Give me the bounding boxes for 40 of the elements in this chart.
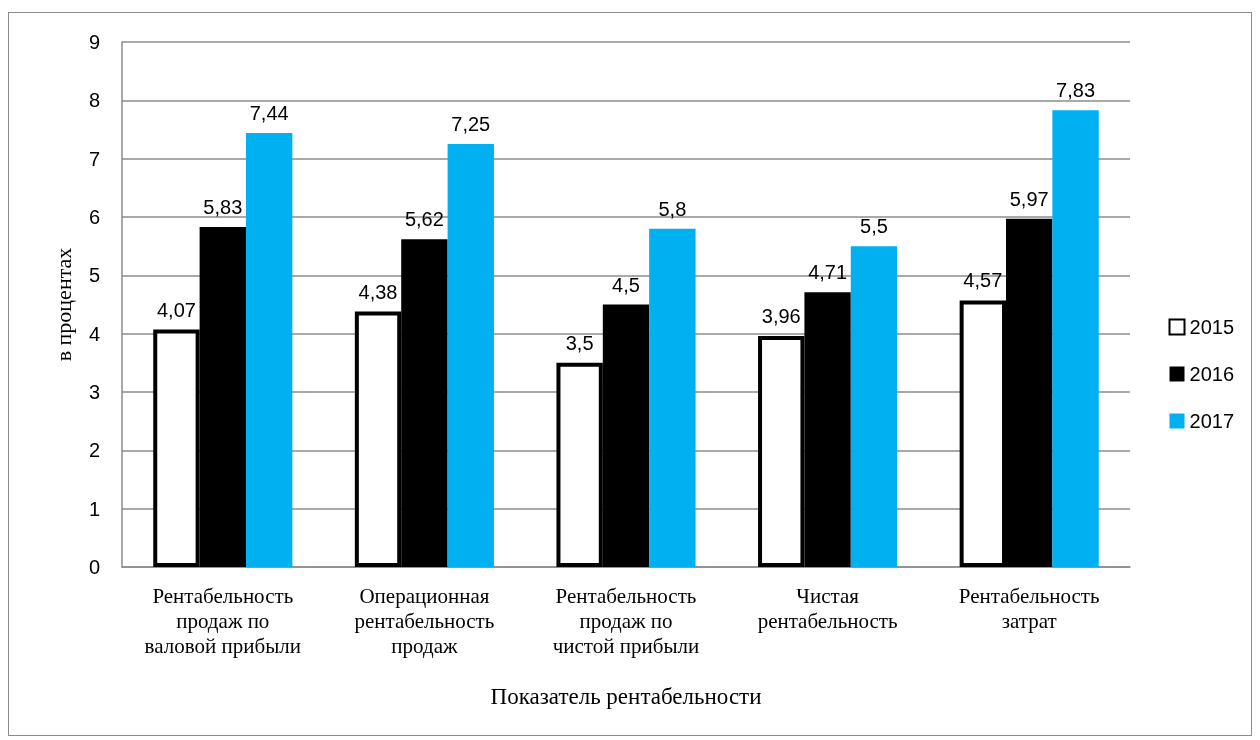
bar	[447, 144, 494, 567]
data-label: 5,97	[1009, 187, 1049, 210]
y-tick-label: 2	[88, 439, 100, 462]
data-label: 7,83	[1056, 79, 1096, 102]
bar	[1052, 110, 1099, 567]
data-label: 4,71	[808, 261, 848, 284]
y-tick-label: 9	[88, 31, 100, 53]
data-label: 4,07	[156, 298, 196, 321]
data-label: 3,5	[565, 331, 594, 354]
bar	[245, 133, 293, 567]
legend-label: 2015	[1189, 316, 1235, 338]
y-tick-label: 1	[88, 497, 100, 520]
legend-label: 2016	[1189, 363, 1235, 385]
x-tick-label: Операционная рентабельность продаж	[354, 583, 495, 658]
data-label: 5,5	[860, 215, 888, 238]
y-tick-label: 6	[88, 206, 100, 228]
y-tick-label: 7	[88, 147, 100, 170]
data-label: 5,8	[658, 197, 687, 220]
data-label: 7,25	[451, 113, 491, 136]
data-label: 3,96	[761, 305, 801, 327]
data-label: 4,57	[963, 269, 1003, 292]
data-label: 4,38	[358, 280, 398, 303]
y-tick-label: 4	[88, 322, 100, 345]
data-label: 4,5	[612, 273, 640, 296]
x-axis-title: Показатель рентабельности	[490, 684, 762, 709]
legend-label: 2017	[1189, 410, 1235, 432]
data-label: 5,62	[404, 208, 444, 231]
data-label: 5,83	[203, 195, 243, 218]
x-tick-label: Чистая рентабельность	[757, 583, 898, 633]
bar	[649, 228, 696, 567]
y-tick-label: 3	[88, 381, 100, 403]
x-tick-label: Рентабельность продаж по чистой прибыли	[552, 583, 700, 658]
x-tick-label: Рентабельность продаж по валовой прибыли	[144, 583, 301, 658]
bar	[850, 246, 898, 567]
x-tick-label: Рентабельность затрат	[958, 583, 1100, 633]
y-tick-label: 0	[88, 556, 100, 578]
y-tick-label: 8	[88, 89, 100, 112]
y-axis-title: в процентах	[50, 247, 76, 362]
y-tick-label: 5	[88, 264, 100, 287]
data-label: 7,44	[249, 102, 289, 124]
